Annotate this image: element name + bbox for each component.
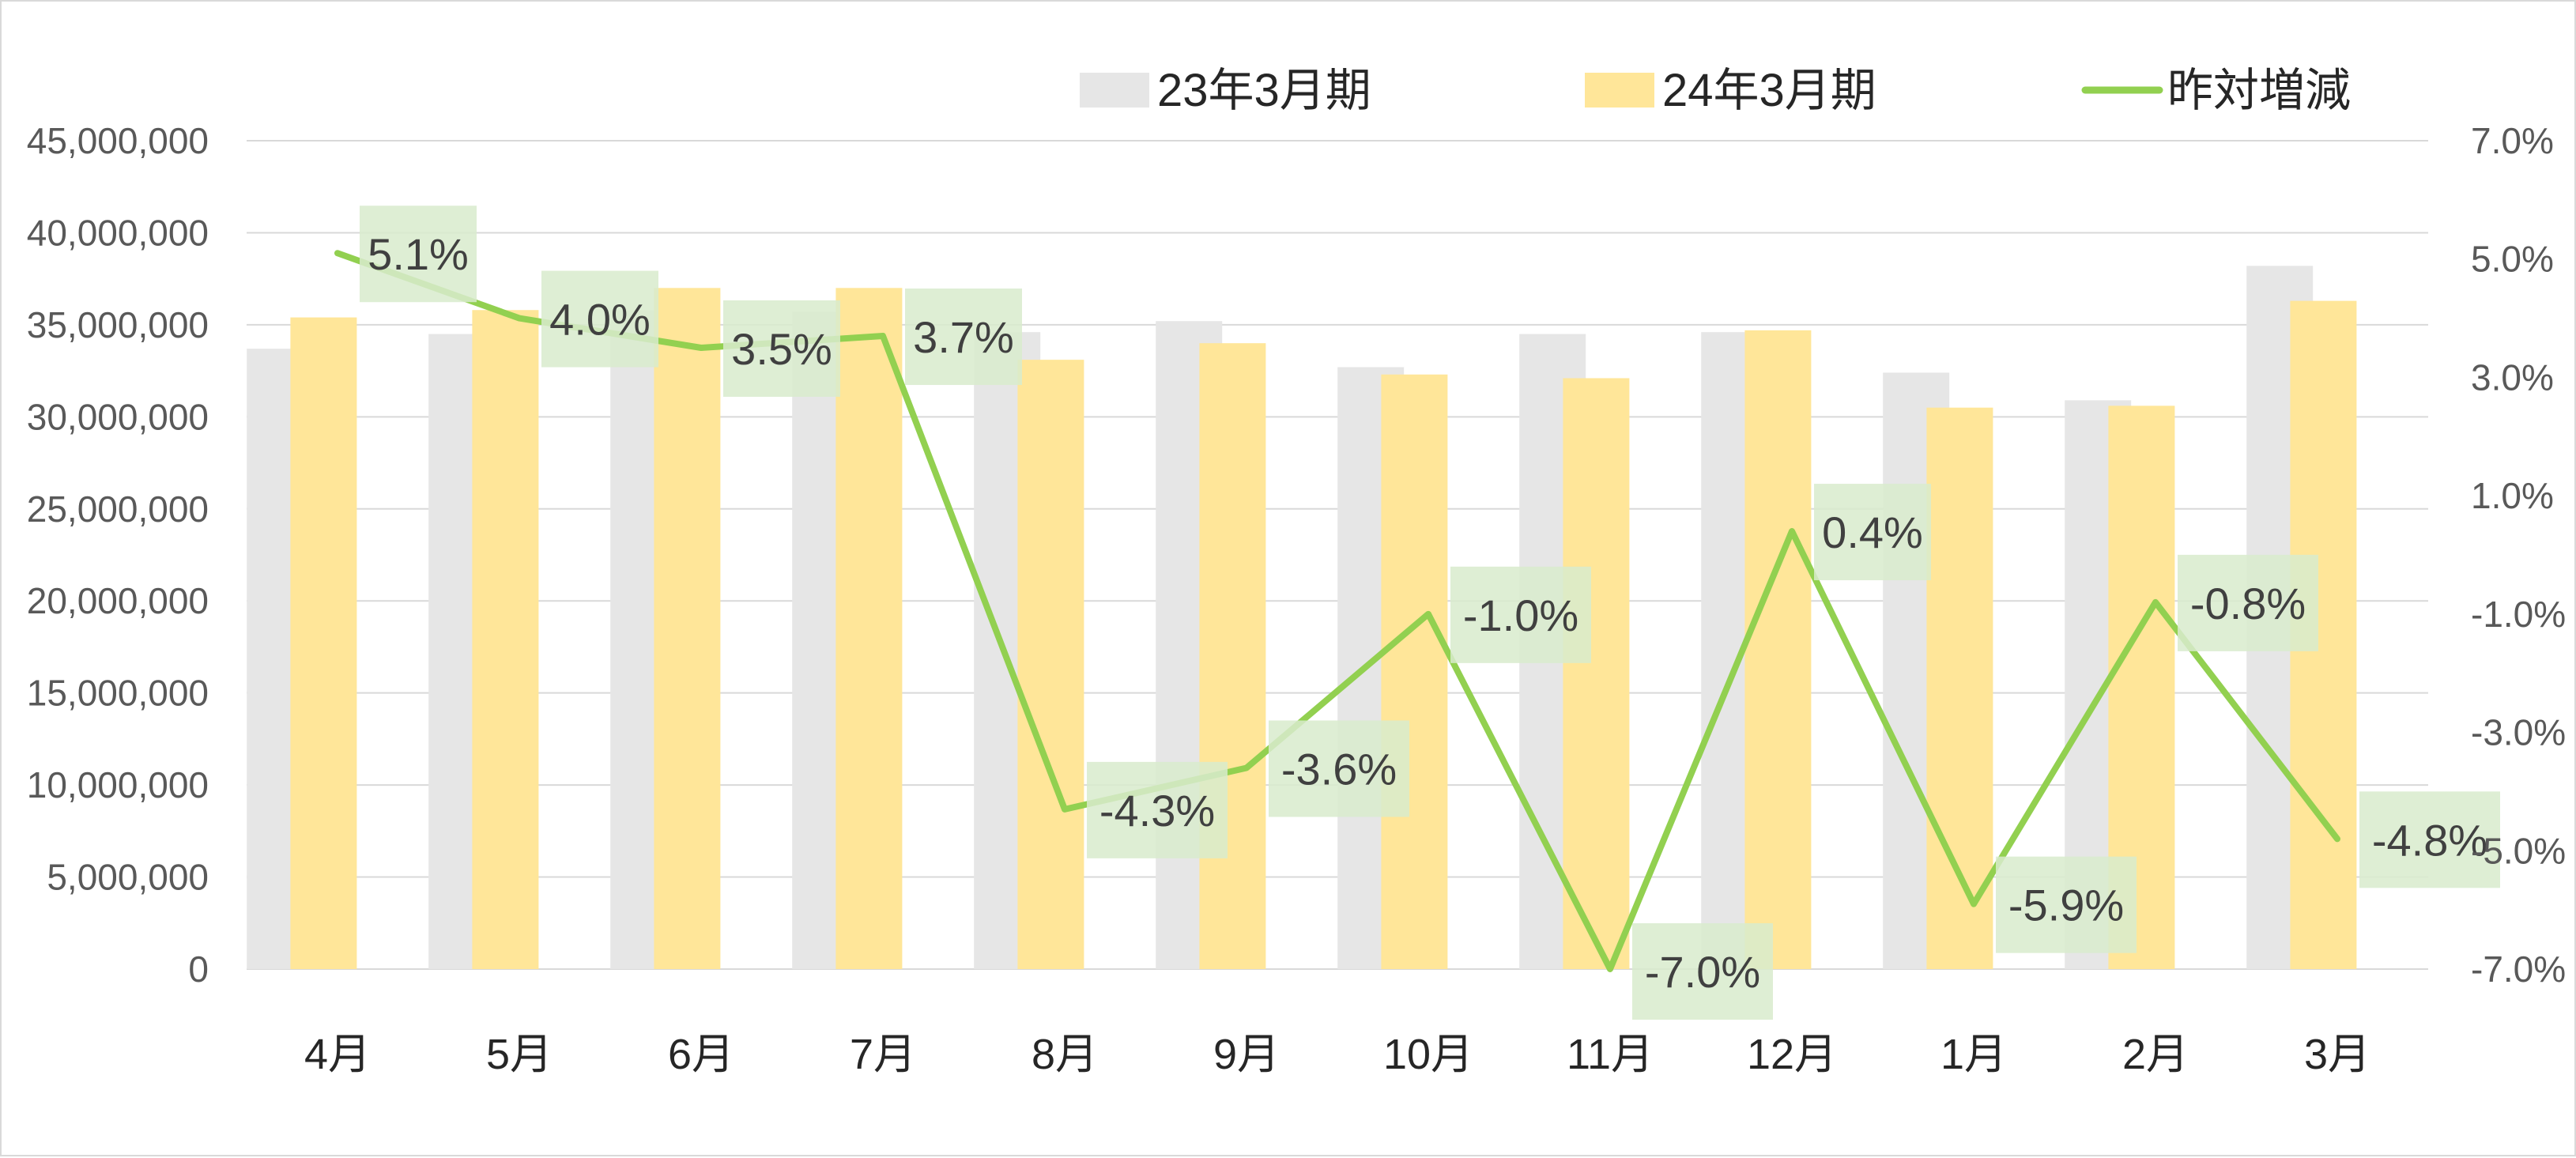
data-label: -5.9%: [2008, 881, 2124, 930]
x-tick-label: 10月: [1383, 1031, 1473, 1078]
legend-label: 24年3月期: [1662, 65, 1876, 116]
x-tick-label: 12月: [1747, 1031, 1837, 1078]
data-label: -0.8%: [2190, 579, 2306, 628]
data-label-box: [1632, 923, 1773, 1020]
line-series: [334, 250, 2340, 972]
y-left-tick-label: 15,000,000: [27, 673, 209, 714]
bar-fy24: [654, 288, 721, 969]
y-right-tick-label: 1.0%: [2471, 475, 2554, 516]
data-label: -1.0%: [1463, 590, 1578, 640]
data-label-box: [360, 206, 477, 303]
y-left-tick-label: 10,000,000: [27, 764, 209, 805]
data-label-box: [905, 289, 1022, 386]
data-label: -4.3%: [1099, 786, 1215, 835]
legend-swatch-fy23: [1080, 73, 1149, 108]
yoy-line: [334, 250, 2340, 972]
data-label-box: [2359, 791, 2500, 888]
y-right-tick-label: 5.0%: [2471, 239, 2554, 280]
y-left-tick-label: 35,000,000: [27, 304, 209, 345]
legend-label: 23年3月期: [1157, 65, 1371, 116]
bar-fy24: [472, 310, 539, 969]
y-left-tick-label: 25,000,000: [27, 488, 209, 530]
data-label: -3.6%: [1281, 744, 1397, 794]
x-tick-label: 9月: [1213, 1031, 1280, 1078]
data-label-box: [1450, 566, 1591, 663]
axes: 0 5,000,000 10,000,000 15,000,000 20,000,000…: [27, 120, 2566, 1078]
x-tick-label: 6月: [668, 1031, 734, 1078]
bar-fy24: [835, 288, 903, 969]
legend: 23年3月期 24年3月期 昨対増減: [1080, 65, 2351, 116]
x-tick-label: 4月: [304, 1031, 371, 1078]
y-left-tick-label: 30,000,000: [27, 396, 209, 437]
data-label-box: [1269, 720, 1409, 817]
y-left-tick-label: 5,000,000: [47, 857, 209, 898]
y-left-tick-label: 40,000,000: [27, 212, 209, 253]
data-label-box: [1814, 484, 1931, 581]
x-tick-label: 2月: [2122, 1031, 2189, 1078]
data-label: 4.0%: [549, 295, 651, 345]
y-right-tick-label: 7.0%: [2471, 120, 2554, 161]
data-label-box: [1087, 761, 1228, 858]
gridlines: [247, 140, 2428, 970]
bar-fy24: [1381, 374, 1448, 969]
legend-label: 昨対増減: [2167, 65, 2351, 116]
y-right-tick-label: 3.0%: [2471, 356, 2554, 398]
data-labels: 5.1% 4.0% 3.5% 3.7% -4.3% -3.6% -1.0% -7.0% 0.4%…: [360, 206, 2500, 1020]
x-tick-label: 8月: [1032, 1031, 1098, 1078]
y-right-tick-label: -7.0%: [2471, 949, 2566, 990]
x-tick-label: 7月: [850, 1031, 916, 1078]
legend-swatch-fy24: [1585, 73, 1654, 108]
y-right-tick-label: -3.0%: [2471, 712, 2566, 753]
data-label-box: [541, 270, 658, 368]
y-left-tick-label: 45,000,000: [27, 120, 209, 161]
data-label-box: [1996, 856, 2137, 953]
data-label: -4.8%: [2372, 815, 2487, 865]
bars: [247, 266, 2357, 970]
bar-fy24: [1017, 360, 1084, 969]
bar-fy24: [1199, 343, 1266, 970]
y-left-tick-label: 20,000,000: [27, 580, 209, 621]
data-label-box: [2178, 554, 2318, 651]
x-tick-label: 11月: [1567, 1031, 1654, 1078]
y-right-tick-label: -1.0%: [2471, 594, 2566, 635]
data-label: 0.4%: [1822, 507, 1923, 557]
data-label: -7.0%: [1645, 947, 1760, 997]
bar-fy24: [290, 317, 357, 969]
data-label-box: [723, 300, 840, 397]
bar-fy24: [1563, 378, 1630, 970]
data-label: 5.1%: [368, 229, 469, 279]
data-label: 3.7%: [913, 312, 1014, 362]
data-label: 3.5%: [731, 324, 832, 374]
x-tick-label: 3月: [2304, 1031, 2370, 1078]
x-tick-label: 1月: [1940, 1031, 2007, 1078]
x-tick-label: 5月: [486, 1031, 553, 1078]
y-right-tick-label: -5.0%: [2471, 830, 2566, 871]
bar-fy24: [1744, 330, 1812, 969]
y-left-tick-label: 0: [188, 949, 209, 990]
